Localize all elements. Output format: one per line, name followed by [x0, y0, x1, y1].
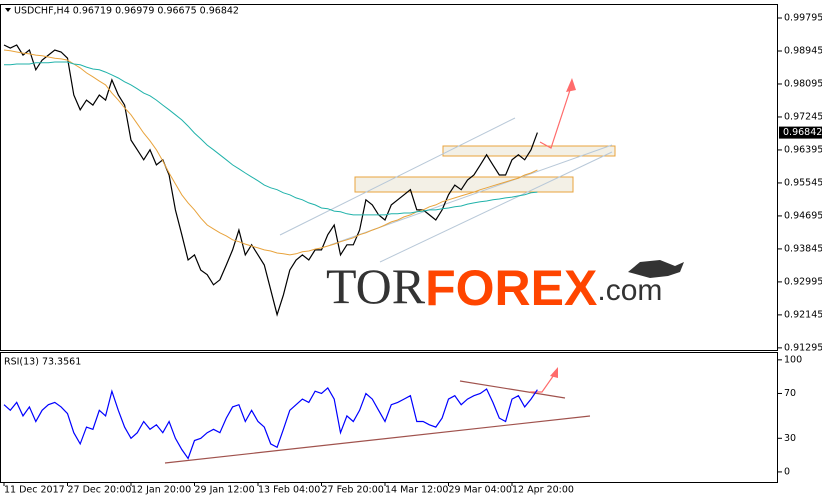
- price-tag: [779, 126, 822, 139]
- rsi-panel-frame: [0, 352, 778, 483]
- price-tag-label: 0.96842: [783, 127, 822, 138]
- y-tick-label: 0.95545: [784, 177, 822, 188]
- x-tick-label: 29 Mar 04:00: [449, 485, 512, 496]
- series-line: [4, 61, 538, 216]
- watermark-text: TORFOREX.com: [326, 258, 662, 316]
- rsi-trend-line: [164, 415, 591, 464]
- watermark-part: .com: [597, 274, 662, 307]
- watermark-part: FOREX: [425, 260, 597, 316]
- forecast-arrow: [539, 83, 573, 149]
- y-tick-label: 0.91295: [784, 342, 822, 353]
- watermark: TORFOREX.com: [326, 258, 684, 316]
- annotations: [164, 78, 616, 464]
- bull-icon: [628, 260, 684, 278]
- y-tick-label: 0.94695: [784, 210, 822, 221]
- x-tick-label: 29 Jan 12:00: [195, 485, 255, 496]
- series-line: [3, 49, 538, 256]
- y-tick-label: 100: [784, 354, 802, 365]
- channel-line: [379, 151, 613, 263]
- x-tick-label: 12 Apr 20:00: [512, 485, 574, 496]
- x-tick-label: 14 Mar 12:00: [385, 485, 448, 496]
- arrow-head: [550, 367, 558, 378]
- menu-icon: [5, 8, 11, 12]
- chart-title: USDCHF,H4 0.96719 0.96979 0.96675 0.9684…: [14, 6, 239, 17]
- y-tick-label: 0: [784, 466, 790, 477]
- y-tick-label: 0.99795: [784, 13, 822, 24]
- y-tick-label: 0.97245: [784, 111, 822, 122]
- series-line: [3, 44, 538, 317]
- rsi-trend-line: [459, 380, 566, 399]
- main-panel-frame: [0, 4, 778, 351]
- x-tick-label: 11 Dec 2017: [4, 485, 65, 496]
- y-tick-label: 0.92145: [784, 309, 822, 320]
- x-tick-label: 12 Jan 20:00: [131, 485, 191, 496]
- arrow-head: [566, 78, 576, 92]
- watermark-part: TOR: [326, 258, 426, 314]
- rsi-title: RSI(13) 73.3561: [4, 357, 81, 368]
- y-tick-label: 0.93845: [784, 243, 822, 254]
- x-tick-label: 27 Feb 20:00: [322, 485, 384, 496]
- y-tick-label: 0.92995: [784, 276, 822, 287]
- x-tick-label: 27 Dec 20:00: [68, 485, 132, 496]
- y-tick-label: 30: [784, 433, 796, 444]
- forecast-arrow: [530, 371, 557, 393]
- y-tick-label: 0.98095: [784, 78, 822, 89]
- resistance-zone: [442, 145, 616, 157]
- y-tick-label: 0.98945: [784, 45, 822, 56]
- x-tick-label: 13 Feb 04:00: [258, 485, 320, 496]
- series-line: [3, 386, 538, 460]
- channel-line: [279, 117, 516, 236]
- y-tick-label: 70: [784, 388, 796, 399]
- y-tick-label: 0.96395: [784, 144, 822, 155]
